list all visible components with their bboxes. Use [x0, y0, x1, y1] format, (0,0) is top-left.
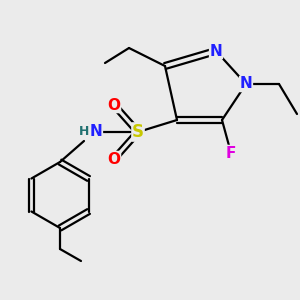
- Text: S: S: [132, 123, 144, 141]
- Text: N: N: [240, 76, 252, 92]
- Text: N: N: [210, 44, 222, 59]
- Text: H: H: [79, 125, 89, 139]
- Text: O: O: [107, 98, 121, 112]
- Text: F: F: [226, 146, 236, 160]
- Text: N: N: [90, 124, 102, 140]
- Text: O: O: [107, 152, 121, 166]
